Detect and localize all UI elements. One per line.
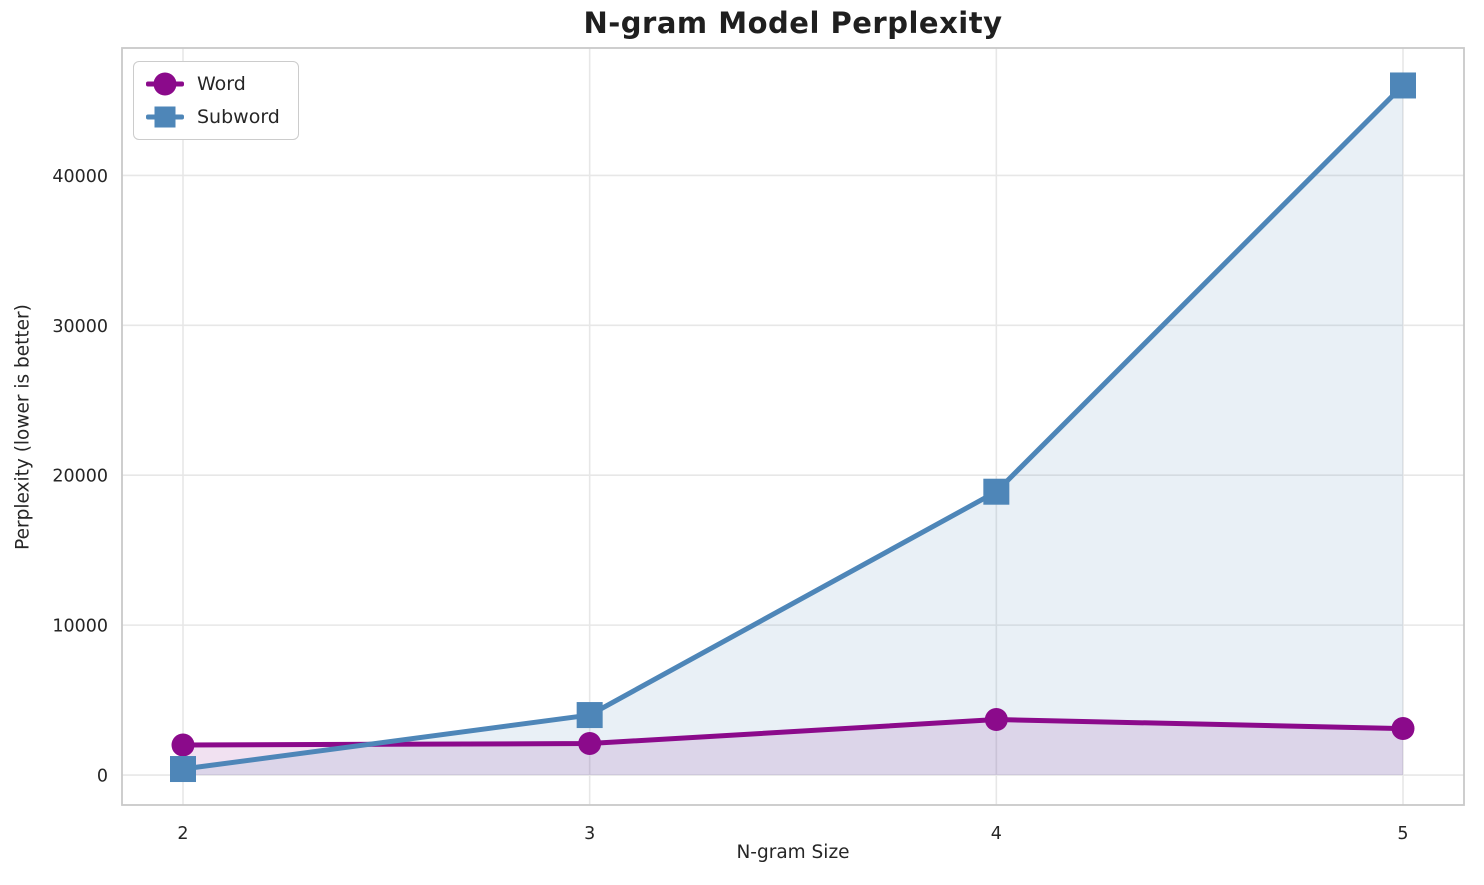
point-word-3[interactable] [578, 732, 602, 756]
y-tick-label: 40000 [52, 167, 108, 187]
word-marker-icon [146, 71, 184, 97]
point-subword-3[interactable] [576, 702, 603, 729]
point-subword-5[interactable] [1390, 72, 1416, 99]
chart-title: N-gram Model Perplexity [583, 6, 1003, 40]
legend-label-word: Word [197, 73, 246, 95]
y-tick-label: 30000 [52, 317, 108, 337]
y-tick-label: 10000 [52, 617, 108, 637]
line-subword [180, 82, 1406, 772]
area-fill-word [183, 719, 1403, 776]
point-word-4[interactable] [984, 708, 1008, 732]
y-axis-label: Perplexity (lower is better) [12, 304, 34, 550]
legend-label-subword: Subword [197, 106, 280, 128]
legend: Word Subword [133, 61, 299, 140]
point-subword-2[interactable] [170, 756, 196, 783]
y-tick-label: 20000 [52, 467, 108, 487]
area-fill-subword [183, 85, 1403, 776]
x-tick-label: 3 [584, 824, 595, 844]
point-word-5[interactable] [1391, 717, 1415, 741]
point-subword-4[interactable] [983, 478, 1010, 505]
x-tick-label: 2 [177, 824, 188, 844]
point-word-2[interactable] [171, 733, 195, 757]
subword-marker-icon [146, 104, 184, 130]
x-tick-label: 5 [1397, 824, 1408, 844]
x-tick-label: 4 [991, 824, 1002, 844]
legend-item-subword[interactable]: Subword [146, 104, 280, 130]
legend-item-word[interactable]: Word [146, 71, 280, 97]
axes-spine [121, 47, 1465, 806]
y-tick-label: 0 [97, 767, 108, 787]
x-axis-label: N-gram Size [736, 842, 850, 863]
